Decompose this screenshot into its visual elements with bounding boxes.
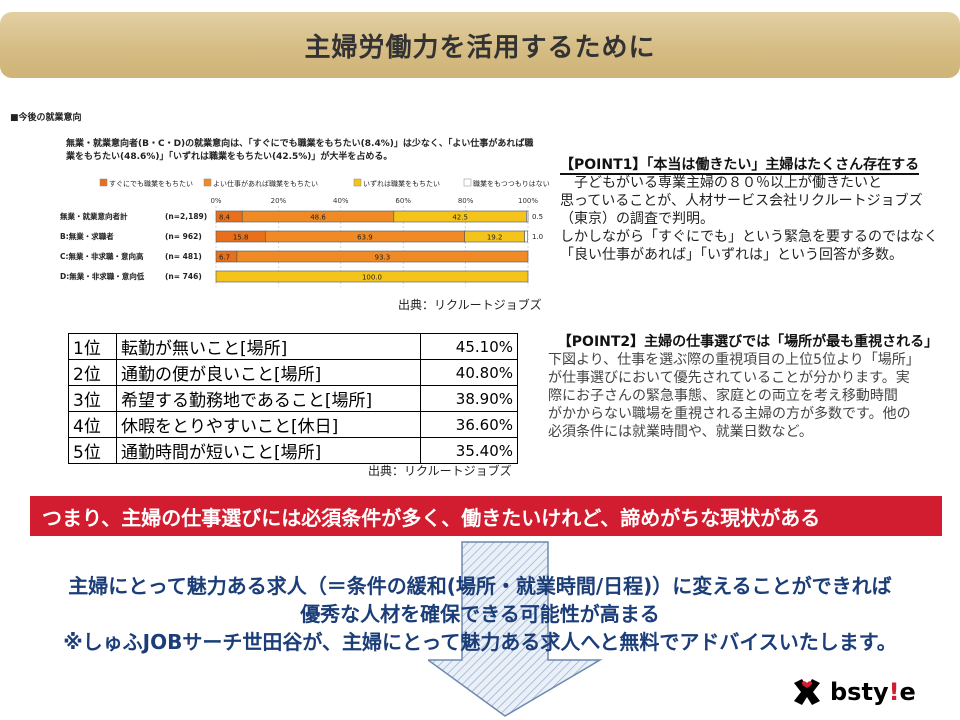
x-tick-label: 60% [395,197,411,205]
table-row: 1位 転勤が無いこと[場所] 45.10% [68,333,518,360]
brand-logo: bsty!e [790,675,916,709]
data-label: 19.2 [487,234,503,242]
data-label: 6.7 [219,254,230,262]
legend-swatch [353,178,362,187]
value-cell: 40.80% [420,359,518,386]
value-cell: 35.40% [420,437,518,464]
point2-heading: 【POINT2】主婦の仕事選びでは「場所が最も重視される」 [557,334,939,350]
rank-cell: 2位 [68,359,117,386]
chart-heading: ■今後の就業意向 [10,113,82,123]
legend-label: よい仕事があれば職業をもちたい [213,179,318,188]
down-arrow-icon [428,541,603,717]
table-row: 5位 通勤時間が短いこと[場所] 35.40% [68,437,518,464]
conclusion-line: 優秀な人材を確保できる可能性が高まる [300,602,660,626]
n-label: (n=2,189) [165,212,207,221]
point1-line: 子どもがいる専業主婦の８０％以上が働きたいと [560,175,882,191]
point2-line: 下図より、仕事を選ぶ際の重視項目の上位5位より「場所」 [548,352,920,368]
point1-line: 「良い仕事があれば」「いずれは」という回答が多数。 [560,247,903,263]
legend-label: いずれは職業をもちたい [363,179,440,188]
bar-segment [236,250,529,263]
value-cell: 38.90% [420,385,518,412]
bar-segment [526,210,529,223]
data-label: 93.3 [375,254,391,262]
data-label: 63.9 [357,234,373,242]
point2-block: 【POINT2】主婦の仕事選びでは「場所が最も重視される」 下図より、仕事を選ぶ… [548,333,948,441]
ranking-source: 出典：リクルートジョブズ [368,464,512,478]
page-title: 主婦労働力を活用するために [304,32,656,63]
data-label: 42.5 [452,214,468,222]
rank-cell: 4位 [68,411,117,438]
chart-area: ■今後の就業意向 無業・就業意向者(B・C・D)の就業意向は、「すぐにでも職業を… [0,100,560,325]
point1-line: 思っていることが、人材サービス会社リクルートジョブズ [560,193,923,209]
value-cell: 36.60% [420,411,518,438]
item-cell: 休暇をとりやすいこと[休日] [116,411,421,438]
conclusion-block: 主婦にとって魅力ある求人（＝条件の緩和(場所・就業時間/日程)）に変えることがで… [0,572,960,656]
x-tick-label: 80% [458,197,474,205]
legend-label: 職業をもつつもりはない [473,179,550,188]
bar-segment [524,230,528,243]
point2-line: が仕事選びにおいて優先されていることが分かります。実 [548,370,910,386]
point1-block: 【POINT1】「本当は働きたい」主婦はたくさん存在する 子どもがいる専業主婦の… [560,156,945,264]
rank-cell: 5位 [68,437,117,464]
n-label: (n= 746) [165,272,202,281]
data-label: 15.8 [233,234,249,242]
item-cell: 通勤の便が良いこと[場所] [116,359,421,386]
legend-swatch [203,178,212,187]
x-tick-label: 100% [518,197,538,205]
category-label: B:無業・求職者 [60,231,114,241]
point2-line: 必須条件には就業時間や、就業日数など。 [548,424,813,440]
item-cell: 転勤が無いこと[場所] [116,333,421,360]
item-cell: 通勤時間が短いこと[場所] [116,437,421,464]
table-row: 2位 通勤の便が良いこと[場所] 40.80% [68,359,518,386]
ranking-table: 1位 転勤が無いこと[場所] 45.10% 2位 通勤の便が良いこと[場所] 4… [68,333,518,464]
conclusion-line: 主婦にとって魅力ある求人（＝条件の緩和(場所・就業時間/日程)）に変えることがで… [68,574,892,598]
cross-logo-icon [794,679,820,705]
legend-swatch [99,178,108,187]
summary-text: つまり、主婦の仕事選びには必須条件が多く、働きたいけれど、諦めがちな現状がある [42,505,821,530]
point1-line: （東京）の調査で判明。 [560,211,714,227]
category-label: 無業・就業意向者計 [60,211,128,221]
chart-source: 出典：リクルートジョブズ [398,298,542,312]
point2-line: 際にお子さんの緊急事態、家庭との両立を考え移動時間 [548,388,898,404]
rank-cell: 3位 [68,385,117,412]
category-label: D:無業・非求職・意向低 [60,271,145,281]
item-cell: 希望する勤務地であること[場所] [116,385,421,412]
logo-text: bsty!e [830,678,916,706]
chart-description: 無業・就業意向者(B・C・D)の就業意向は、「すぐにでも職業をもちたい(8.4%… [66,139,534,162]
data-label: 48.6 [310,214,326,222]
data-label: 100.0 [362,274,382,282]
stacked-bar-chart: すぐにでも職業をもちたい よい仕事があれば職業をもちたい いずれは職業をもちたい 職業… [60,178,550,287]
point1-heading: 【POINT1】「本当は働きたい」主婦はたくさん存在する [560,157,920,175]
conclusion-line: ※しゅふJOBサーチ世田谷が、主婦にとって魅力ある求人へと無料でアドバイスいたし… [63,630,897,654]
x-tick-label: 40% [333,197,349,205]
title-banner: 主婦労働力を活用するために [0,12,960,78]
n-label: (n= 481) [165,252,202,261]
category-label: C:無業・非求職・意向高 [60,251,144,261]
point1-line: しかしながら「すぐにでも」という緊急を要するのではなく [560,229,938,245]
legend-swatch [463,178,472,187]
value-cell: 45.10% [420,333,518,360]
data-label: 8.4 [219,214,231,222]
point2-line: がかからない職場を重視される主婦の方が多数です。他の [548,406,911,422]
rank-cell: 1位 [68,333,117,360]
table-row: 3位 希望する勤務地であること[場所] 38.90% [68,385,518,412]
data-label: 1.0 [532,233,543,241]
x-tick-label: 20% [271,197,287,205]
n-label: (n= 962) [165,232,202,241]
summary-banner: つまり、主婦の仕事選びには必須条件が多く、働きたいけれど、諦めがちな現状がある [30,496,942,536]
data-label: 0.5 [532,213,543,221]
x-tick-label: 0% [210,197,221,205]
bar-segment [215,270,529,283]
table-row: 4位 休暇をとりやすいこと[休日] 36.60% [68,411,518,438]
legend-label: すぐにでも職業をもちたい [109,179,193,188]
